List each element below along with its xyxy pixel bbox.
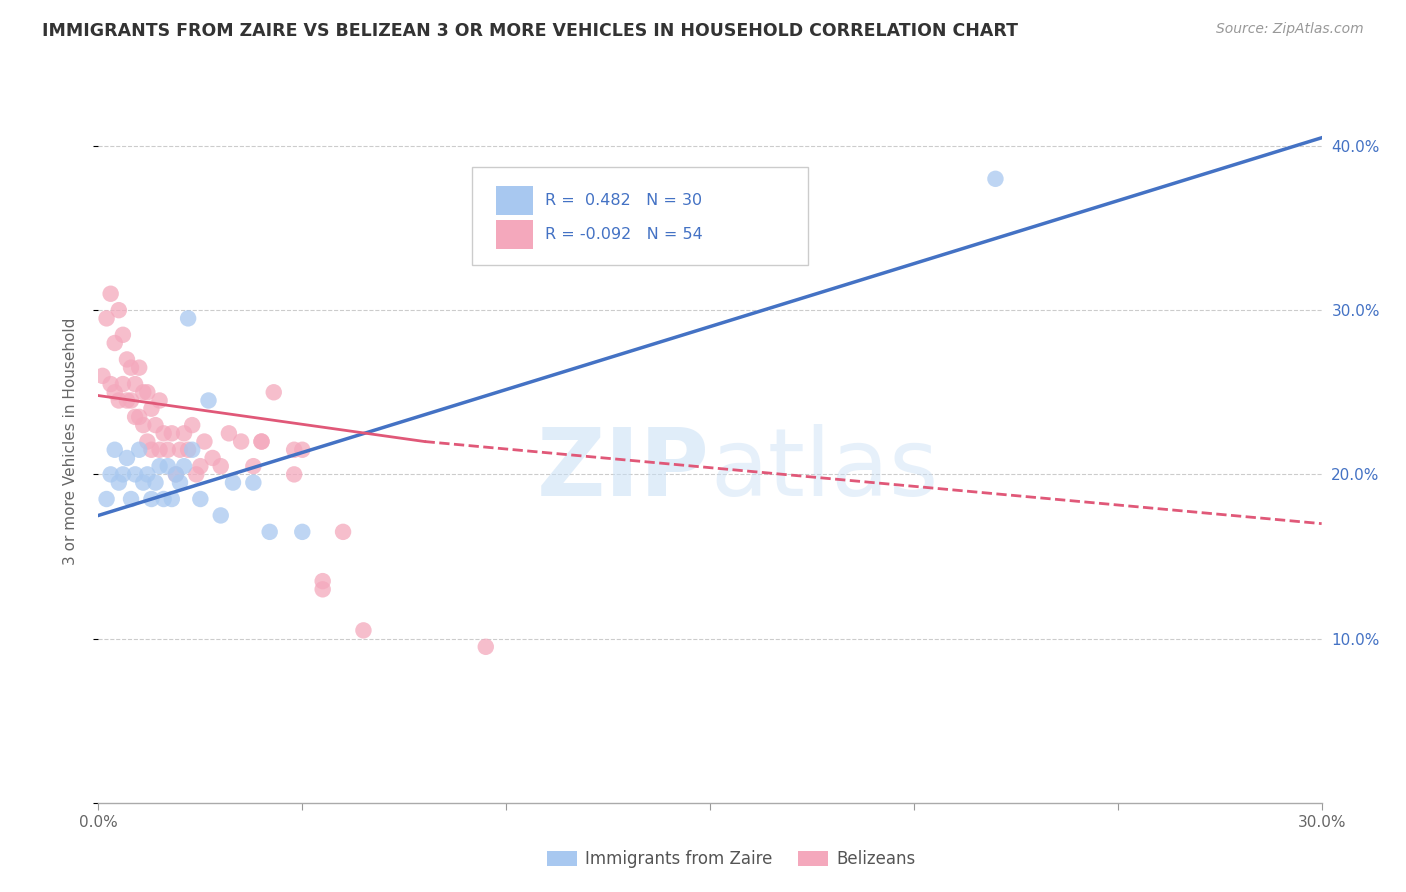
Point: [197, 393, 219, 408]
Point: [104, 336, 127, 351]
Point: [152, 491, 174, 506]
Point: [188, 459, 212, 474]
Point: [231, 434, 253, 449]
Point: [132, 385, 155, 400]
Text: atlas: atlas: [710, 425, 938, 516]
Point: [149, 393, 172, 408]
Point: [141, 491, 163, 506]
Point: [100, 286, 122, 301]
FancyBboxPatch shape: [496, 219, 533, 249]
Point: [128, 360, 150, 375]
Point: [111, 377, 134, 392]
Text: R =  0.482   N = 30: R = 0.482 N = 30: [546, 194, 702, 209]
Point: [209, 508, 232, 523]
Point: [111, 467, 134, 482]
Point: [169, 442, 191, 457]
Text: ZIP: ZIP: [537, 425, 710, 516]
Point: [160, 491, 183, 506]
Y-axis label: 3 or more Vehicles in Household: 3 or more Vehicles in Household: [63, 318, 77, 566]
Point: [141, 442, 163, 457]
Point: [156, 459, 179, 474]
Point: [149, 442, 172, 457]
Point: [332, 524, 354, 539]
Point: [186, 467, 208, 482]
Point: [352, 624, 374, 638]
Point: [124, 377, 146, 392]
Point: [222, 475, 245, 490]
Point: [115, 352, 138, 367]
Point: [96, 311, 118, 326]
Point: [115, 450, 138, 465]
Point: [136, 467, 159, 482]
Point: [173, 459, 195, 474]
Point: [104, 385, 127, 400]
Point: [291, 442, 314, 457]
FancyBboxPatch shape: [496, 186, 533, 215]
Point: [156, 442, 179, 457]
Point: [312, 582, 335, 597]
Point: [132, 475, 155, 490]
Point: [193, 434, 215, 449]
Point: [242, 475, 264, 490]
Point: [128, 409, 150, 424]
Text: Source: ZipAtlas.com: Source: ZipAtlas.com: [1216, 22, 1364, 37]
Point: [111, 327, 134, 342]
Point: [145, 418, 167, 433]
Point: [108, 393, 131, 408]
Point: [250, 434, 273, 449]
FancyBboxPatch shape: [471, 167, 808, 265]
Point: [218, 426, 240, 441]
Point: [120, 491, 142, 506]
Point: [124, 409, 146, 424]
Legend: Immigrants from Zaire, Belizeans: Immigrants from Zaire, Belizeans: [540, 844, 922, 875]
Point: [149, 459, 172, 474]
Point: [145, 475, 167, 490]
Point: [259, 524, 281, 539]
Point: [128, 442, 150, 457]
Point: [188, 491, 212, 506]
Point: [152, 426, 174, 441]
Point: [242, 459, 264, 474]
Point: [283, 442, 305, 457]
Point: [115, 393, 138, 408]
Point: [100, 467, 122, 482]
Point: [169, 475, 191, 490]
Point: [181, 442, 204, 457]
Point: [104, 442, 127, 457]
Point: [108, 303, 131, 318]
Point: [312, 574, 335, 588]
Point: [291, 524, 314, 539]
Point: [120, 393, 142, 408]
Point: [177, 311, 200, 326]
Point: [141, 401, 163, 416]
Point: [91, 368, 114, 383]
Point: [984, 171, 1007, 186]
Point: [177, 442, 200, 457]
Point: [132, 418, 155, 433]
Point: [209, 459, 232, 474]
Point: [283, 467, 305, 482]
Point: [181, 418, 204, 433]
Point: [108, 475, 131, 490]
Point: [474, 640, 498, 654]
Point: [201, 450, 224, 465]
Point: [100, 377, 122, 392]
Point: [120, 360, 142, 375]
Point: [136, 434, 159, 449]
Text: IMMIGRANTS FROM ZAIRE VS BELIZEAN 3 OR MORE VEHICLES IN HOUSEHOLD CORRELATION CH: IMMIGRANTS FROM ZAIRE VS BELIZEAN 3 OR M…: [42, 22, 1018, 40]
Point: [173, 426, 195, 441]
Point: [96, 491, 118, 506]
Point: [250, 434, 273, 449]
Point: [136, 385, 159, 400]
Point: [160, 426, 183, 441]
Point: [124, 467, 146, 482]
Point: [165, 467, 187, 482]
Point: [165, 467, 187, 482]
Text: R = -0.092   N = 54: R = -0.092 N = 54: [546, 227, 703, 242]
Point: [263, 385, 285, 400]
